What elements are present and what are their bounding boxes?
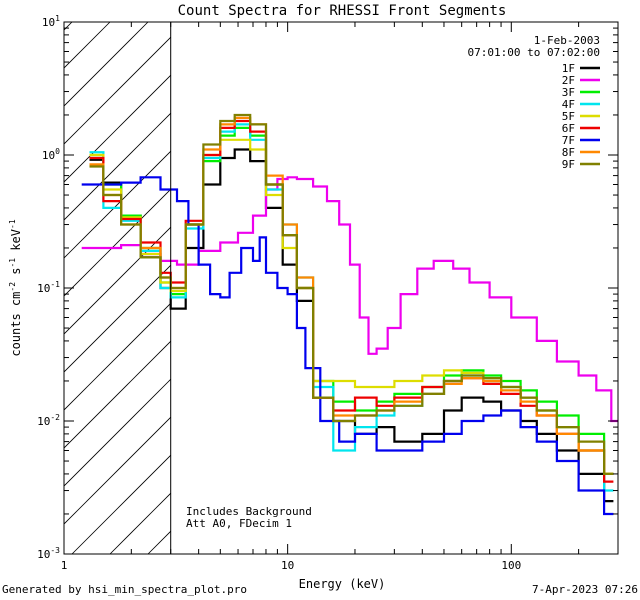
y-tick-label: 10-1 [37,280,60,295]
footer-timestamp: 7-Apr-2023 07:26 [532,583,638,596]
y-tick-label: 100 [42,147,60,162]
legend-label-9F: 9F [562,158,575,171]
hatch-line [109,492,171,554]
date-label: 1-Feb-2003 [534,34,600,47]
hatch-line [64,226,171,335]
y-axis-label: counts cm-2 s-1 keV-1 [8,219,23,356]
x-tick-label: 1 [61,559,68,572]
x-tick-label: 100 [501,559,521,572]
hatch-line [0,22,34,554]
hatch-line [64,416,171,525]
x-axis-label: Energy (keV) [299,577,386,591]
series-line-7F [81,176,614,516]
hatch-line [71,454,171,554]
y-tick-label: 101 [42,14,60,29]
series-layer [81,113,618,516]
hatch-line [64,378,171,487]
hatch-line [64,264,171,373]
time-range-label: 07:01:00 to 07:02:00 [468,46,600,59]
legend-label-5F: 5F [562,110,575,123]
chart-title: Count Spectra for RHESSI Front Segments [178,3,507,19]
y-tick-label: 10-2 [37,413,60,428]
legend-label-1F: 1F [562,62,575,75]
legend-label-8F: 8F [562,146,575,159]
plot-frame [63,21,619,555]
y-tick-label: 10-3 [37,546,60,561]
legend-label-2F: 2F [562,74,575,87]
x-tick-label: 10 [281,559,294,572]
hatch-line [64,74,171,183]
axes: 1 10 100 10-3 10-2 10-1 100 101 [37,14,619,572]
hatch-line [64,36,171,145]
footer-generated-by: Generated by hsi_min_spectra_plot.pro [2,583,248,596]
legend-label-3F: 3F [562,86,575,99]
series-line-1F [89,148,614,503]
series-line-2F [81,176,618,423]
series-line-4F [89,123,614,492]
legend-label-4F: 4F [562,98,575,111]
legend-label-7F: 7F [562,134,575,147]
annotation-attenuator: Att A0, FDecim 1 [186,517,292,530]
background-region-hatch [0,22,171,554]
annotation-background: Includes Background [186,505,312,518]
legend-label-6F: 6F [562,122,575,135]
